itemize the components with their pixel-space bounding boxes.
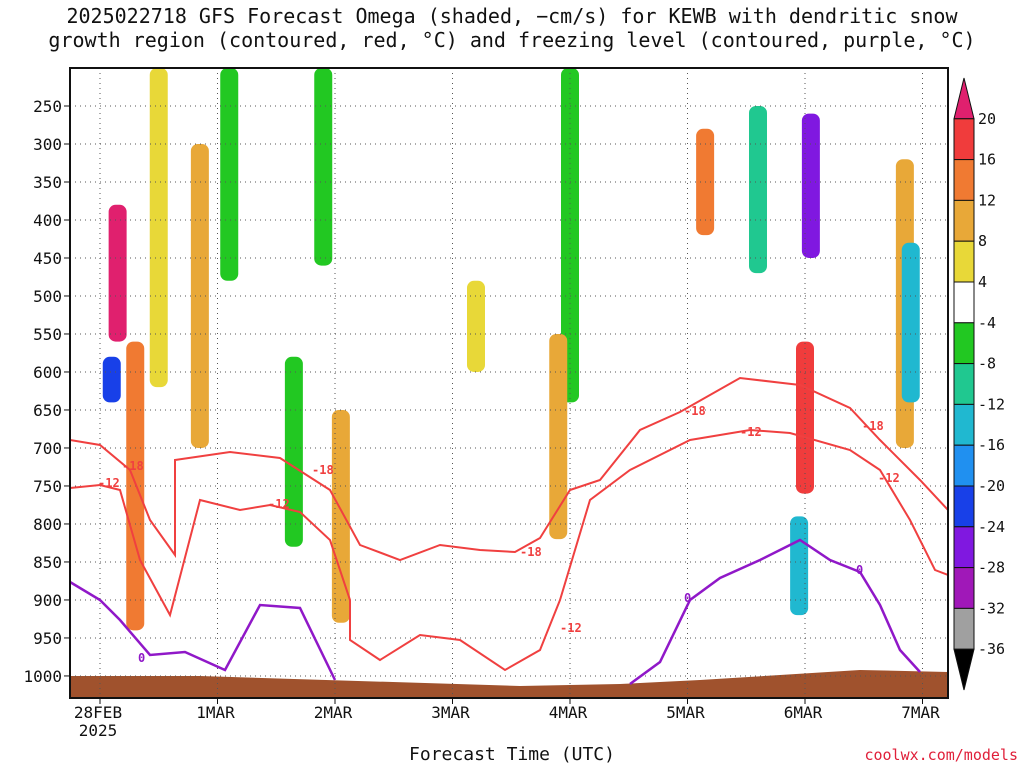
contour-label: -18 — [862, 419, 884, 433]
colorbar-label: -8 — [978, 355, 996, 373]
contour-lines — [70, 376, 948, 686]
colorbar-label: 20 — [978, 110, 996, 128]
contour-label: -18 — [684, 404, 706, 418]
x-tick-label: 2025 — [79, 721, 118, 740]
colorbar-label: -4 — [978, 314, 996, 332]
y-tick-label: 250 — [33, 97, 62, 116]
omega-cell — [284, 356, 303, 547]
contour-label: -12 — [740, 425, 762, 439]
colorbar: 20 16 12 8 4 -4 -8 -12 -16 -20 -24 -28 -32 -36 — [953, 77, 1005, 691]
colorbar-band — [953, 199, 975, 242]
y-tick-label: 850 — [33, 553, 62, 572]
y-tick-label: 600 — [33, 363, 62, 382]
omega-shading — [102, 68, 920, 631]
colorbar-label: 16 — [978, 151, 996, 169]
x-tick-label: 3MAR — [431, 703, 470, 722]
colorbar-arrow-bottom — [953, 648, 975, 691]
colorbar-label: -32 — [978, 599, 1005, 617]
colorbar-band — [953, 159, 975, 201]
y-tick-label: 500 — [33, 287, 62, 306]
contour-label: -18 — [122, 459, 144, 473]
x-tick-label: 28FEB — [74, 703, 122, 722]
contour-label: 0 — [684, 591, 691, 605]
omega-cell — [901, 242, 920, 403]
omega-cell — [149, 68, 168, 388]
x-tick-label: 5MAR — [666, 703, 705, 722]
colorbar-band — [953, 607, 975, 650]
contour-label: -18 — [312, 463, 334, 477]
omega-cell — [749, 105, 767, 274]
colorbar-label: -16 — [978, 436, 1005, 454]
colorbar-label: -28 — [978, 559, 1005, 577]
omega-cell — [108, 204, 127, 342]
contour-label: -12 — [98, 476, 120, 490]
y-tick-label: 950 — [33, 629, 62, 648]
omega-cell — [314, 68, 333, 266]
x-tick-label: 4MAR — [549, 703, 588, 722]
omega-cell — [561, 68, 579, 403]
y-tick-label: 450 — [33, 249, 62, 268]
omega-cell — [549, 333, 568, 540]
contour-freezing-level — [629, 538, 921, 686]
omega-cell — [331, 409, 350, 623]
y-tick-label: 800 — [33, 515, 62, 534]
omega-cell — [801, 113, 820, 258]
y-tick-label: 700 — [33, 439, 62, 458]
omega-cell — [467, 280, 485, 372]
y-tick-label: 650 — [33, 401, 62, 420]
contour-label: 0 — [138, 651, 145, 665]
colorbar-band — [953, 281, 975, 324]
x-tick-label: 1MAR — [196, 703, 235, 722]
y-tick-label: 350 — [33, 173, 62, 192]
colorbar-label: -36 — [978, 640, 1005, 658]
contour-label: -18 — [520, 545, 542, 559]
contour-minus12 — [70, 428, 948, 672]
contour-label: -12 — [878, 471, 900, 485]
y-tick-label: 750 — [33, 477, 62, 496]
y-tick-label: 400 — [33, 211, 62, 230]
x-tick-label: 7MAR — [901, 703, 940, 722]
contour-label: -12 — [268, 497, 290, 511]
contour-minus18 — [70, 376, 948, 562]
colorbar-label: -24 — [978, 518, 1005, 536]
colorbar-band — [953, 403, 975, 446]
colorbar-band — [953, 118, 975, 161]
credit-link[interactable]: coolwx.com/models — [864, 746, 1018, 764]
y-tick-label: 900 — [33, 591, 62, 610]
contour-label: 0 — [856, 563, 863, 577]
colorbar-band — [953, 322, 975, 365]
colorbar-arrow-top — [953, 77, 975, 120]
y-tick-label: 1000 — [23, 667, 62, 686]
colorbar-label: 12 — [978, 191, 996, 209]
colorbar-label: -20 — [978, 477, 1005, 495]
omega-cell — [796, 341, 814, 494]
colorbar-band — [953, 485, 975, 528]
colorbar-band — [953, 567, 975, 609]
contour-freezing-level — [70, 580, 337, 681]
chart-title: 2025022718 GFS Forecast Omega (shaded, −… — [0, 4, 1024, 52]
colorbar-band — [953, 240, 975, 283]
contour-label: -12 — [560, 621, 582, 635]
colorbar-label: -12 — [978, 395, 1005, 413]
omega-cell — [220, 68, 239, 281]
title-line-1: 2025022718 GFS Forecast Omega (shaded, −… — [66, 4, 958, 28]
x-tick-label: 6MAR — [784, 703, 823, 722]
y-tick-label: 550 — [33, 325, 62, 344]
x-tick-label: 2MAR — [314, 703, 353, 722]
colorbar-label: 4 — [978, 273, 987, 291]
omega-cell — [190, 143, 209, 448]
title-line-2: growth region (contoured, red, °C) and f… — [48, 28, 976, 52]
colorbar-band — [953, 444, 975, 487]
colorbar-band — [953, 526, 975, 569]
omega-cell — [102, 356, 121, 403]
terrain-fill — [70, 670, 948, 698]
colorbar-label: 8 — [978, 232, 987, 250]
plot-frame — [69, 67, 949, 699]
x-axis-label: Forecast Time (UTC) — [409, 744, 615, 765]
y-tick-label: 300 — [33, 135, 62, 154]
colorbar-band — [953, 363, 975, 405]
